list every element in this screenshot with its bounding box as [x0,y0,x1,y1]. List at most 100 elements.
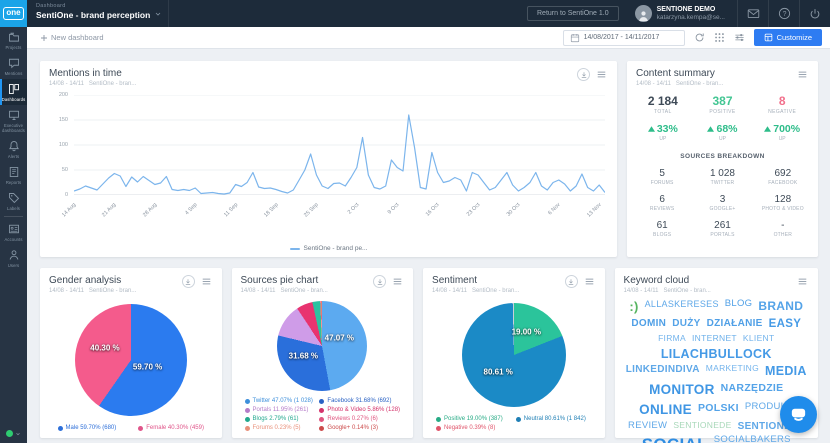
legend-item[interactable]: Male 59.70% (680) [57,425,116,431]
legend-item[interactable]: Twitter 47.07% (1 028) [244,398,313,404]
keyword[interactable]: FIRMA [658,333,687,344]
download-button[interactable] [373,275,387,288]
user-menu[interactable]: SENTIONE DEMO katarzyna.kempa@se... [634,5,737,22]
widget-menu-button[interactable] [796,68,809,81]
keyword[interactable]: DUŻY [672,317,701,329]
breakdown-value: 692 [774,168,792,179]
legend-label: SentiOne - brand pe... [303,245,368,252]
sidebar-item-reports[interactable]: Reports [0,162,27,188]
refresh-button[interactable] [694,32,705,43]
keyword[interactable]: SENTIONEDE [673,419,732,430]
breakdown-value: 3 [719,194,726,205]
pie-chart[interactable]: 47.07 % 31.68 % [277,301,368,391]
mail-icon [747,7,760,20]
grid-view-button[interactable] [714,32,725,43]
widget-menu-button[interactable] [583,275,596,288]
date-range-picker[interactable] [562,29,685,46]
legend-item[interactable]: Facebook 31.68% (692) [319,398,391,404]
keyword[interactable]: ONLINE [639,401,692,417]
mentions-legend[interactable]: SentiOne - brand pe... [40,245,617,252]
legend-item[interactable]: Neutral 80.61% (1 842) [515,416,586,422]
legend-item[interactable]: Positive 19.00% (387) [436,416,503,422]
keyword[interactable]: SENTIONEPL [737,420,805,432]
keyword[interactable]: DOMIN [631,317,667,329]
logout-button[interactable] [799,0,830,27]
keyword[interactable]: SOCIALBAKERS [713,434,791,443]
status-selector[interactable] [0,430,27,437]
breakdown-label: FACEBOOK [768,180,798,186]
sidebar-item-projects[interactable]: Projects [0,27,27,53]
keyword[interactable]: EASY [768,317,802,330]
keyword[interactable]: INTERNET [692,333,737,344]
legend-item[interactable]: Portals 11.95% (261) [244,407,308,413]
monitor-icon [8,109,20,121]
breakdown-stat: 128 PHOTO & VIDEO [753,194,813,212]
new-dashboard-button[interactable]: New dashboard [40,33,104,42]
keyword[interactable]: MEDIA [764,364,807,379]
pie-chart[interactable]: 59.70 % 40.30 % [74,303,187,416]
widget-menu-button[interactable] [796,275,809,288]
legend-item[interactable]: Google+ 0.14% (3) [319,425,378,431]
mentions-xaxis: 14 Aug 21 Aug 28 Aug 4 Sep 11 Sep 18 Sep 25 Se… [60,202,603,219]
return-to-v1-button[interactable]: Return to SentiOne 1.0 [527,6,619,21]
dashboard-selector[interactable]: Dashboard SentiOne - brand perception [27,0,169,27]
keyword[interactable]: MONITOR [649,382,715,398]
keyword[interactable]: :) [629,299,639,314]
widget-title: Gender analysis [49,275,122,286]
legend-item[interactable]: Reviews 0.27% (6) [319,416,378,422]
legend-item[interactable]: Forums 0.23% (5) [244,425,301,431]
widget-menu-button[interactable] [391,275,404,288]
download-button[interactable] [577,68,590,81]
chat-widget-button[interactable] [780,396,817,433]
widget-menu-button[interactable] [595,68,608,81]
legend-label: Female 40.30% (459) [146,425,204,431]
app-logo[interactable]: one [0,0,27,27]
keyword[interactable]: KLIENT [742,333,775,344]
keyword[interactable]: MARKETING [705,363,759,374]
new-dashboard-label: New dashboard [51,33,104,42]
y-tick-label: 150 [58,117,68,123]
mail-button[interactable] [737,0,768,27]
keyword[interactable]: DZIAŁANIE [706,317,763,329]
sidebar-item-executive-dashboards[interactable]: Executive dashboards [0,105,27,136]
sidebar-item-accounts[interactable]: Accounts [0,219,27,245]
summary-totals: 2 184 TOTAL 33% UP 387 POSITIVE 68% UP 8 NEGATIVE… [627,94,818,142]
legend-item[interactable]: Negative 0.39% (8) [436,425,495,431]
date-range-input[interactable] [583,34,678,41]
summary-stat: 2 184 TOTAL 33% UP [633,94,693,142]
keyword[interactable]: LINKEDINDIVA [625,364,700,376]
keyword[interactable]: BRAND [758,299,804,313]
keyword[interactable]: BLOG [724,298,753,309]
hamburger-icon [596,69,607,80]
sidebar-item-dashboards[interactable]: Dashboards [0,79,27,106]
help-button[interactable]: ? [768,0,799,27]
legend-item[interactable]: Photo & Video 5.86% (128) [319,407,400,413]
pie-chart[interactable]: 19.00 % 80.61 % [461,303,566,407]
legend-item[interactable]: Female 40.30% (459) [138,425,204,431]
pie-legend: Positive 19.00% (387) Neutral 80.61% (1 8… [423,416,605,438]
filters-button[interactable] [734,32,745,43]
sidebar-item-mentions[interactable]: Mentions [0,53,27,79]
legend-label: Google+ 0.14% (3) [327,425,378,431]
stat-change: 33% [633,123,693,135]
widget-header: Mentions in time 14/08 - 14/11 SentiOne -… [40,61,617,87]
mentions-plot[interactable] [74,95,605,195]
y-tick-label: 50 [61,167,68,173]
keyword[interactable]: SOCIAL [642,434,708,443]
sidebar-item-users[interactable]: Users [0,245,27,271]
keyword[interactable]: LILACHBULLOCK [660,346,772,361]
keyword[interactable]: POLSKI [697,401,739,414]
keyword[interactable]: PRODUKT [744,400,794,412]
sidebar-item-label: Projects [5,45,22,50]
keyword[interactable]: ALLASKERESES [644,299,719,309]
download-button[interactable] [181,275,195,288]
keyword[interactable]: REVIEW [628,419,668,431]
legend-label: Facebook 31.68% (692) [327,398,392,404]
sidebar-item-labels[interactable]: Labels [0,188,27,214]
widget-menu-button[interactable] [200,275,213,288]
keyword[interactable]: NARZĘDZIE [720,382,784,395]
sidebar-item-alerts[interactable]: Alerts [0,136,27,162]
customize-button[interactable]: Customize [753,29,822,46]
download-button[interactable] [564,275,578,288]
legend-item[interactable]: Blogs 2.79% (61) [244,416,299,422]
